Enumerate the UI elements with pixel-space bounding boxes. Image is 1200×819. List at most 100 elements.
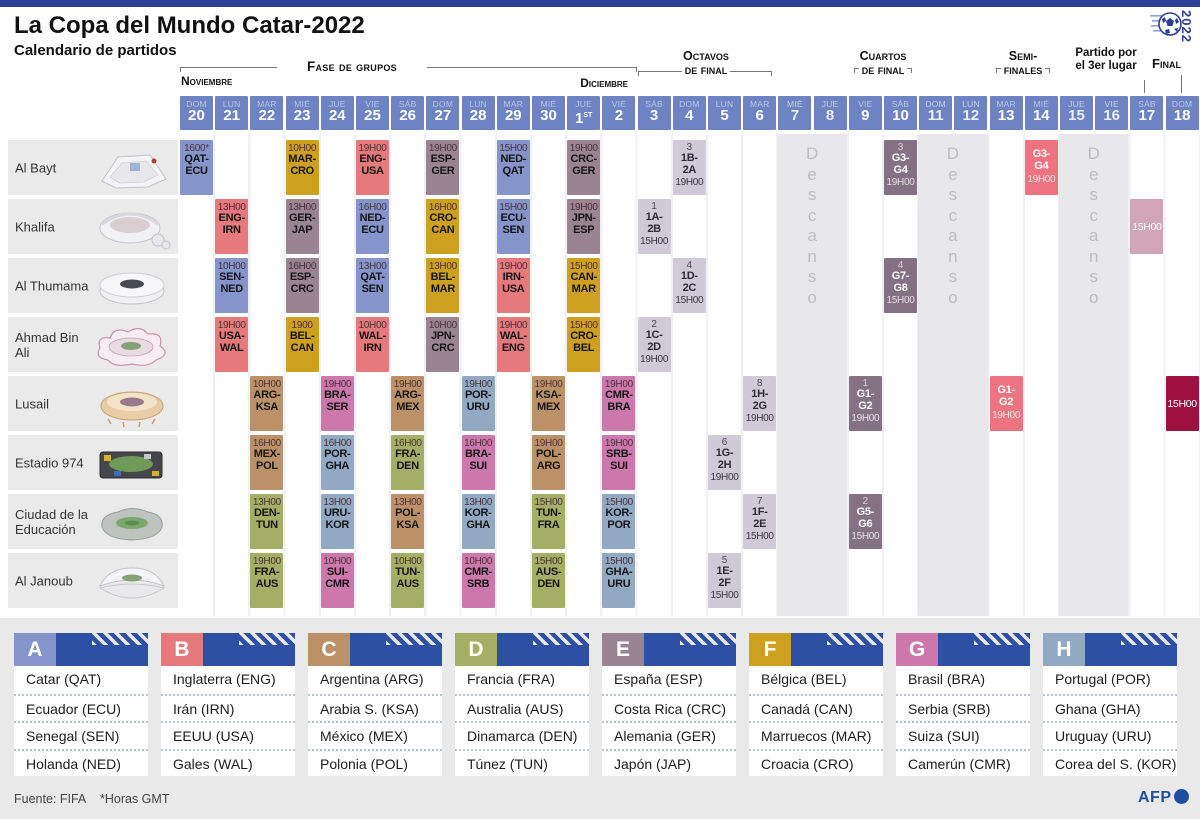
round16-cell: 4 1D- 2C 15H00 [672,258,706,313]
match-time: 19H00 [323,379,352,390]
day-number-label: 17 [1138,107,1156,124]
day-header-cell: SÁB 10 [884,96,917,130]
day-of-week-label: VIE [611,99,627,109]
group-letter-badge: G [896,633,938,666]
group-card-body: Catar (QAT) Ecuador (ECU) Senegal (SEN) Hol… [14,666,148,776]
match-team-home: QAT- [184,153,209,165]
match-team-home: BRA- [324,389,351,401]
match-team-away: SUI [610,459,628,472]
match-time: 19H00 [464,379,493,390]
group-card: D Francia (FRA) Australia (AUS) Dinamarca (… [455,633,589,776]
match-time: 16H00 [252,438,281,449]
match-time: 10H00 [393,556,422,567]
match-number: 6 [721,437,728,448]
day-header-cell: LUN 21 [215,96,249,130]
match-time: 19H00 [604,438,633,449]
match-time: 15H00 [1132,220,1162,233]
match-time: 16H00 [428,202,457,213]
day-of-week-label: DOM [432,99,454,109]
day-header-cell: MIÉ 14 [1024,96,1058,130]
stadium-row-band: Ahmad Bin Ali [8,317,178,372]
page-subtitle: Calendario de partidos [14,42,177,59]
match-slot-2: 2B [647,222,661,235]
match-number: 5 [721,555,728,566]
group-team-item: Uruguay (URU) [1043,721,1177,749]
match-team-away: MAR [571,282,596,295]
match-time: 19H00 [428,143,457,154]
day-header-cell: MAR 6 [743,96,777,130]
match-team-away: GER [431,164,455,177]
match-number: 2 [651,319,657,330]
match-team-away: MAR [430,282,455,295]
group-team-item: Australia (AUS) [455,693,589,722]
day-header-cell: DOM 20 [180,96,213,130]
group-card: B Inglaterra (ENG) Irán (IRN) EEUU (USA) Gal… [161,633,295,776]
match-cell: 10H00 TUN- AUS [391,553,425,608]
match-team-home: ARG- [394,389,422,401]
match-team-away: DEN [396,459,420,472]
day-header-cell: JUE 15 [1060,96,1093,130]
match-team-home: SUI- [326,566,348,578]
match-slot-2: 2F [718,576,731,589]
stadium-row-band: Al Janoub [8,553,178,608]
match-slot-1: G5- [856,506,875,518]
match-team-home: POL- [535,448,562,460]
hazard-stripes-decoration [680,633,736,645]
day-header-cell: LUN 28 [461,96,495,130]
stadium-name: Al Janoub [15,573,73,588]
group-card-header: F [749,633,883,666]
match-cell: 19H00 JPN- ESP [567,199,601,254]
day-number-label: 30 [540,107,557,124]
group-letter-badge: B [161,633,203,666]
match-time: 19H00 [569,143,598,154]
group-letter-badge: F [749,633,791,666]
match-cell: 13H00 DEN- TUN [250,494,284,549]
stadium-row-band: Ciudad de la Educación [8,494,178,549]
match-time: 15H00 [886,295,915,306]
match-team-away: URU [607,577,631,590]
match-team-home: CAN- [570,271,598,283]
day-number-label: 16 [1103,107,1121,124]
group-letter-badge: H [1043,633,1085,666]
match-team-away: KSA [255,400,279,413]
match-time: 19H00 [640,354,669,365]
group-card: C Argentina (ARG) Arabia S. (KSA) México (M… [308,633,442,776]
match-time: 15H00 [534,497,563,508]
match-team-home: POR- [324,448,351,460]
day-of-week-label: DOM [186,99,207,109]
stadium-row-band: Khalifa [8,199,178,254]
lusail-stadium-icon [88,379,176,434]
match-time: 19H00 [992,410,1021,421]
match-time: 10H00 [288,143,317,154]
group-card-body: Argentina (ARG) Arabia S. (KSA) México (ME… [308,666,442,776]
match-time: 19H00 [534,379,563,390]
day-number-label: 26 [399,107,417,124]
match-cell: 19H00 IRN- USA [496,258,530,313]
match-slot-2: G6 [858,517,873,530]
match-cell: 15H00 KOR- POR [602,494,636,549]
match-time: 13H00 [393,497,422,508]
group-team-item: Senegal (SEN) [14,721,148,749]
match-team-away: BRA [607,400,631,413]
day-of-week-label: MIÉ [1033,99,1050,109]
match-cell: 19H00 WAL- ENG [496,317,530,372]
match-team-away: ECU [185,164,208,177]
group-team-item: Portugal (POR) [1055,671,1151,687]
semifinal-cell: G1- G2 19H00 [989,376,1023,431]
match-team-away: DEN [537,577,560,590]
match-cell: 1600* QAT- ECU [180,140,213,195]
stadium-name: Estadio 974 [15,455,84,470]
group-card-header: B [161,633,295,666]
match-time: 15H00 [569,261,598,272]
final-cell: 15H00 [1165,376,1199,431]
match-cell: 16H00 CRO- CAN [426,199,460,254]
group-team-item: Holanda (NED) [14,748,148,777]
match-team-away: MEX [537,400,560,413]
match-cell: 16H00 POR- GHA [320,435,354,490]
match-time: 13H00 [252,497,281,508]
group-team-item: Dinamarca (DEN) [455,721,589,749]
match-team-home: MEX- [253,448,281,460]
match-slot-1: 1H- [751,388,769,400]
day-number-label: 14 [1032,107,1050,124]
